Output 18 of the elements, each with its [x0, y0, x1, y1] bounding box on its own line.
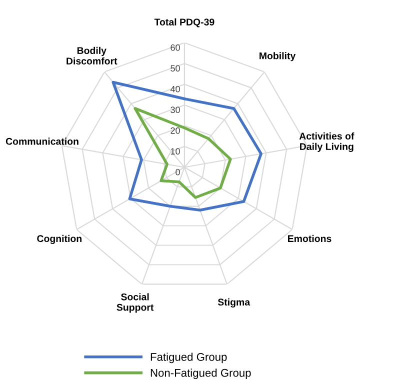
- y-tick-label: 50: [170, 65, 180, 72]
- y-tick-label: 60: [170, 44, 180, 51]
- text: Fatigued Group: [150, 352, 227, 364]
- spoke-label: Bodily Discomfort: [66, 46, 118, 64]
- spoke-label: Social Support: [116, 293, 154, 313]
- text: Non-Fatigued Group: [150, 368, 251, 379]
- spoke-label: Total PDQ-39: [154, 18, 214, 28]
- spoke-label: Mobility: [260, 52, 296, 62]
- y-tick-label: 0: [176, 168, 180, 176]
- y-tick-label: 10: [170, 148, 180, 155]
- y-tick-label: 30: [170, 106, 180, 114]
- spoke-label: Cognition: [37, 234, 82, 244]
- spoke-label: Emotions: [288, 234, 332, 242]
- spoke-label: Stigma: [218, 298, 250, 308]
- spoke-label: Communication: [6, 138, 78, 145]
- y-tick-label: 40: [170, 86, 180, 92]
- y-tick-label: 20: [170, 127, 180, 134]
- spoke-label: Activities of Daily Living: [299, 132, 354, 152]
